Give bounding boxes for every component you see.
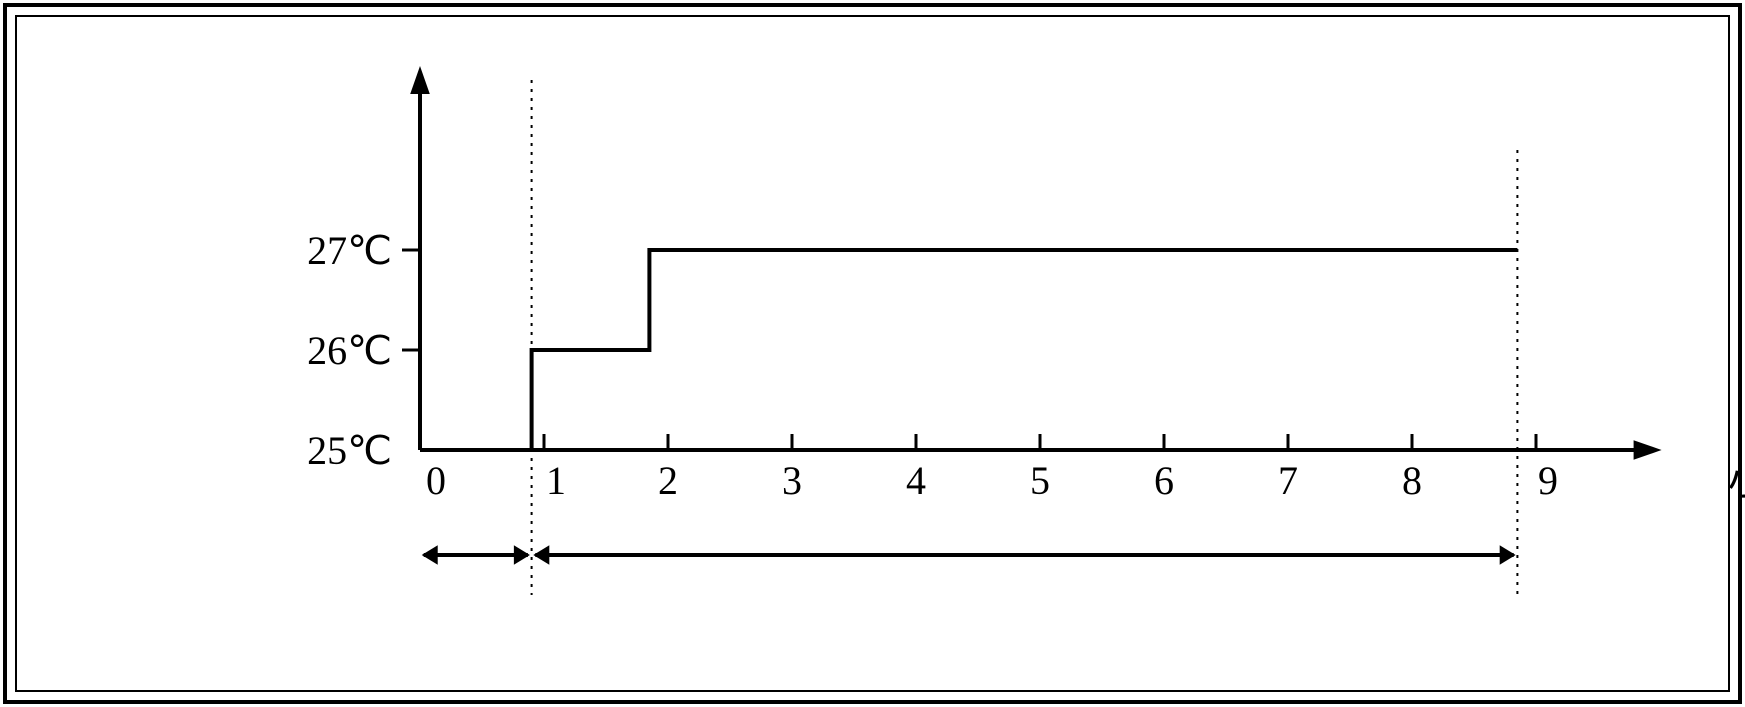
inner-frame <box>15 15 1730 692</box>
figure-container: 0123456789小时25℃26℃27℃ <box>0 0 1745 707</box>
